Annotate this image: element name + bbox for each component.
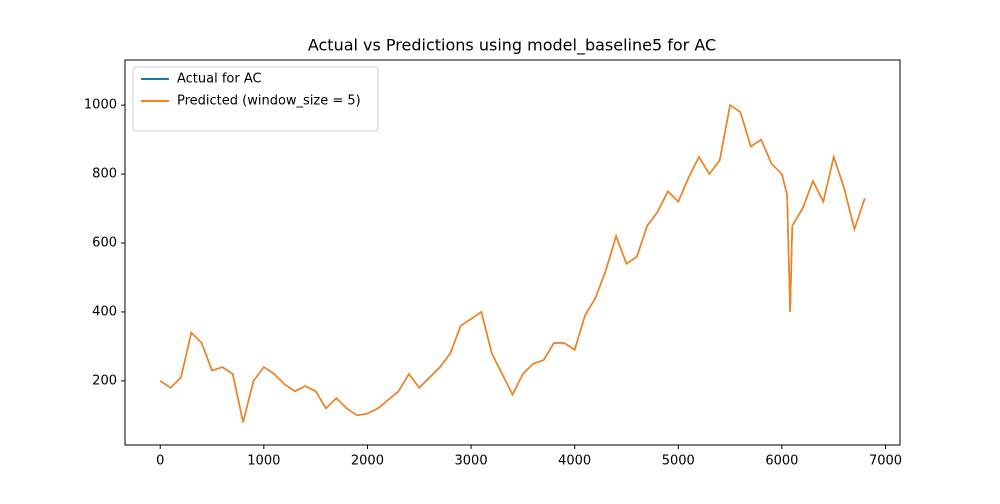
x-tick-label: 3000	[455, 454, 488, 469]
y-tick-label: 800	[92, 167, 117, 182]
plot-frame	[124, 59, 901, 446]
y-tick-label: 600	[92, 236, 117, 251]
y-tick-label: 1000	[84, 98, 117, 113]
x-tick-label: 7000	[869, 454, 902, 469]
y-tick-label: 200	[92, 373, 117, 388]
x-tick-label: 4000	[558, 454, 591, 469]
chart-title: Actual vs Predictions using model_baseli…	[308, 36, 716, 56]
x-tick-label: 2000	[351, 454, 384, 469]
legend-box	[132, 66, 379, 132]
legend-label: Actual for AC	[177, 72, 262, 87]
x-tick-label: 1000	[247, 454, 280, 469]
data-line	[159, 103, 866, 423]
x-tick-label: 6000	[765, 454, 798, 469]
legend: Actual for AC Predicted (window_size = 5)	[132, 66, 379, 132]
x-tick-label: 5000	[662, 454, 695, 469]
y-tick-label: 400	[92, 304, 117, 319]
x-tick-label: 0	[156, 454, 164, 469]
legend-label: Predicted (window_size = 5)	[177, 94, 361, 109]
